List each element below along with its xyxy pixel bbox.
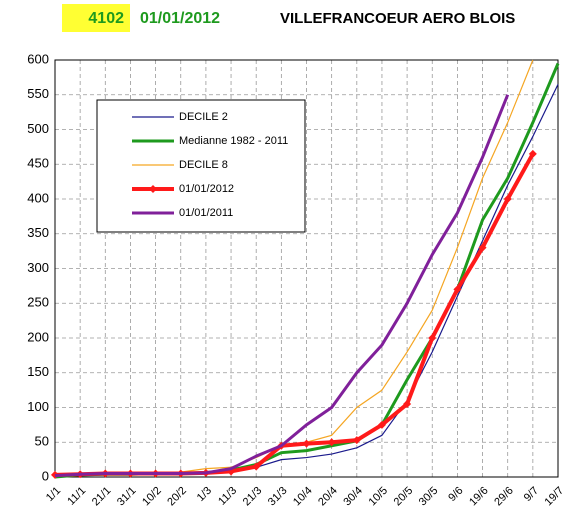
x-tick-label: 11/3 bbox=[216, 485, 239, 506]
y-tick-label: 50 bbox=[35, 434, 49, 449]
point-marker bbox=[503, 195, 512, 203]
y-tick-label: 500 bbox=[27, 121, 49, 136]
x-tick-label: 20/2 bbox=[165, 485, 189, 506]
y-tick-label: 350 bbox=[27, 225, 49, 240]
x-tick-label: 20/5 bbox=[392, 485, 416, 506]
legend-label: Medianne 1982 - 2011 bbox=[179, 135, 288, 147]
x-tick-label: 31/3 bbox=[266, 485, 290, 506]
code-box bbox=[62, 4, 130, 32]
x-tick-label: 21/3 bbox=[241, 485, 265, 506]
point-marker bbox=[478, 243, 487, 252]
legend-box bbox=[96, 99, 306, 233]
x-tick-label: 21/1 bbox=[90, 485, 114, 506]
x-tick-label: 30/5 bbox=[417, 485, 441, 506]
x-tick-label: 29/6 bbox=[492, 485, 516, 506]
point-marker bbox=[528, 149, 537, 158]
x-tick-label: 19/6 bbox=[467, 485, 491, 506]
point-marker bbox=[252, 462, 261, 471]
station-name: VILLEFRANCOEUR AERO BLOIS bbox=[280, 10, 515, 27]
y-tick-label: 200 bbox=[27, 329, 49, 344]
y-tick-label: 450 bbox=[27, 156, 49, 171]
legend-label: 01/01/2011 bbox=[179, 207, 233, 219]
legend-label: DECILE 8 bbox=[179, 159, 228, 171]
point-marker bbox=[377, 420, 386, 429]
y-tick-label: 400 bbox=[27, 190, 49, 205]
point-marker bbox=[352, 436, 361, 445]
point-marker bbox=[428, 334, 437, 342]
legend-marker bbox=[149, 185, 157, 193]
legend-label: 01/01/2012 bbox=[179, 183, 234, 195]
y-tick-label: 300 bbox=[27, 260, 49, 275]
y-tick-label: 0 bbox=[42, 468, 49, 483]
y-tick-label: 550 bbox=[27, 86, 49, 101]
legend-label: DECILE 2 bbox=[179, 111, 228, 123]
y-tick-label: 600 bbox=[27, 51, 49, 66]
x-tick-label: 11/1 bbox=[65, 485, 88, 506]
point-marker bbox=[403, 400, 412, 409]
x-tick-label: 1/1 bbox=[44, 485, 63, 504]
x-tick-label: 20/4 bbox=[316, 485, 340, 506]
y-tick-label: 250 bbox=[27, 295, 49, 310]
point-marker bbox=[327, 438, 336, 447]
series-line bbox=[54, 94, 510, 478]
x-tick-label: 10/4 bbox=[291, 485, 315, 506]
station-code: 4102 bbox=[88, 10, 124, 27]
plot-frame bbox=[54, 59, 559, 478]
point-marker bbox=[453, 285, 462, 294]
x-tick-label: 10/5 bbox=[366, 485, 390, 506]
x-tick-label: 9/7 bbox=[522, 485, 541, 504]
x-tick-label: 19/7 bbox=[543, 485, 563, 506]
y-tick-label: 150 bbox=[27, 364, 49, 379]
y-tick-label: 100 bbox=[27, 399, 49, 414]
x-tick-label: 1/3 bbox=[195, 485, 214, 504]
date: 01/01/2012 bbox=[140, 10, 220, 27]
x-tick-label: 10/2 bbox=[140, 485, 164, 506]
x-tick-label: 9/6 bbox=[446, 485, 465, 504]
point-marker bbox=[302, 439, 311, 448]
x-tick-label: 31/1 bbox=[115, 485, 139, 506]
x-tick-label: 30/4 bbox=[341, 485, 365, 506]
